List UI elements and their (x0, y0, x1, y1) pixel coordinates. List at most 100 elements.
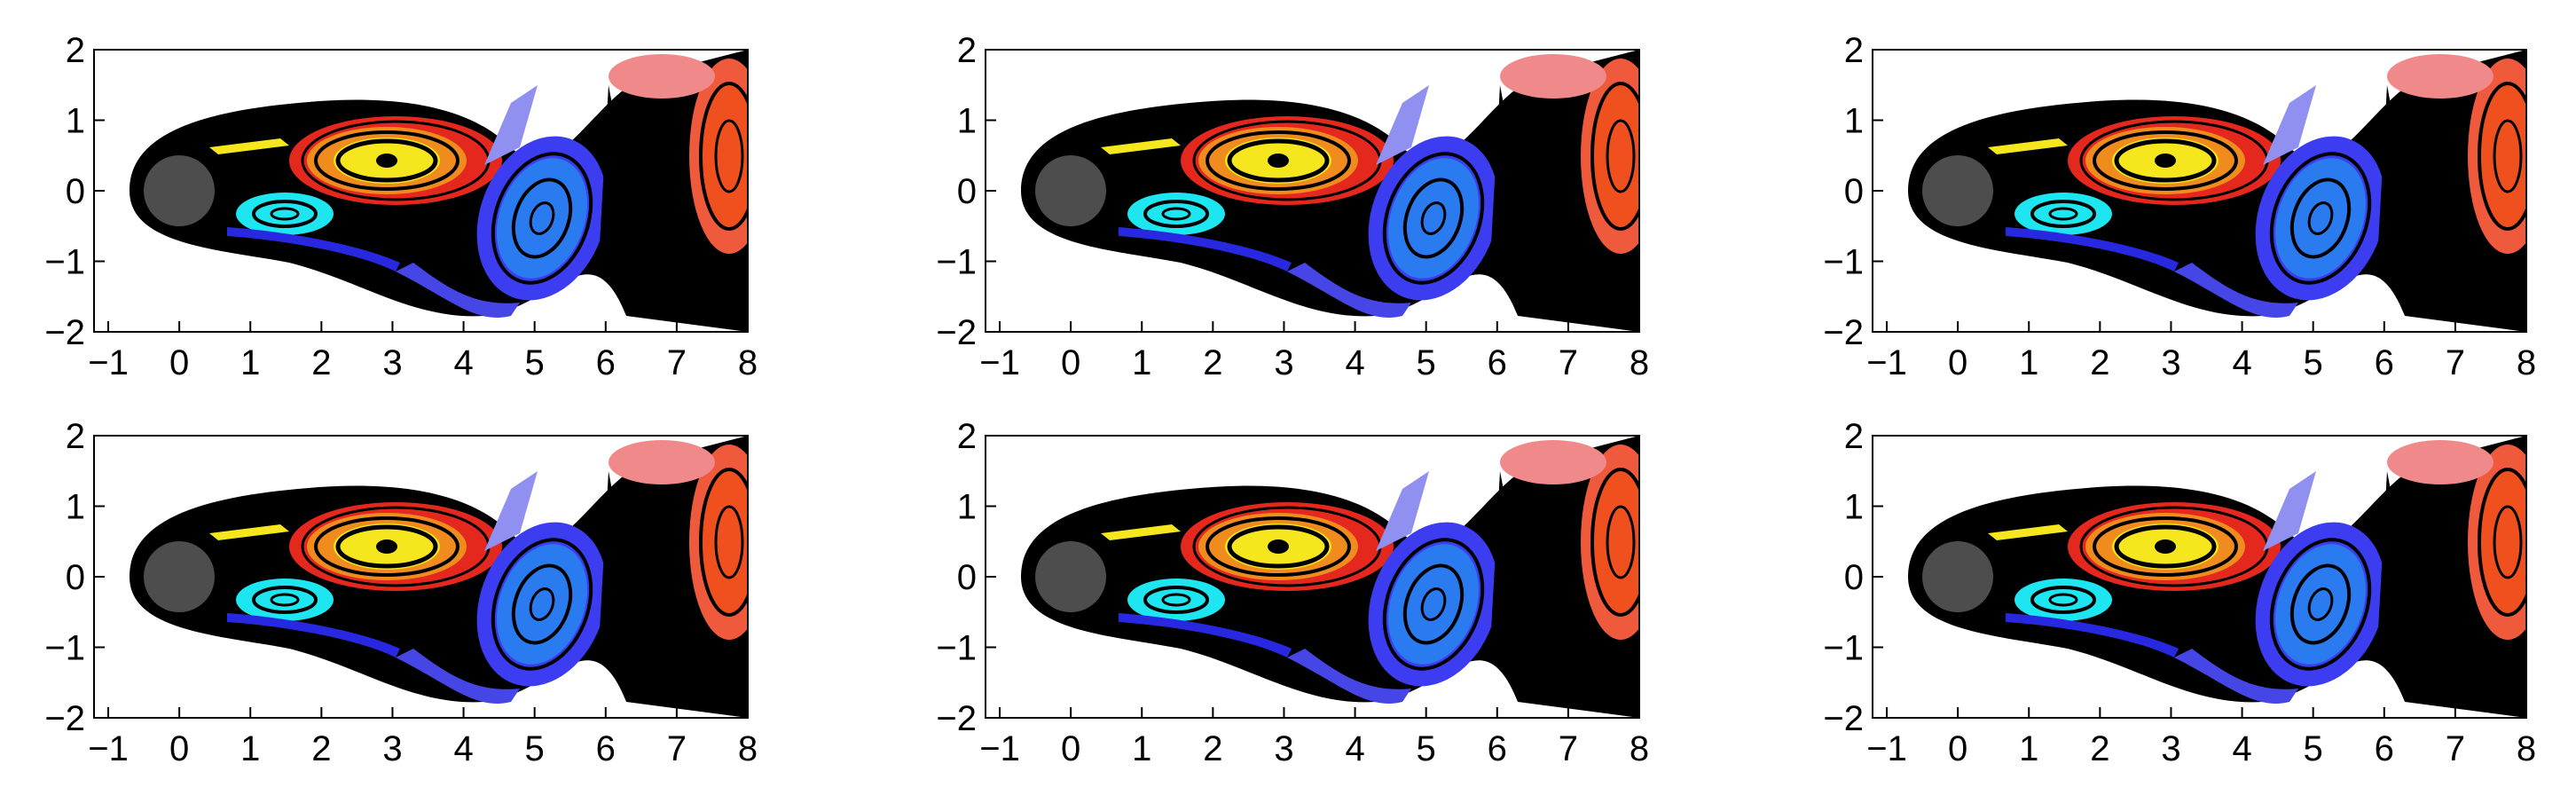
y-tick-label: −1 (1823, 629, 1864, 668)
flow-field (130, 436, 769, 718)
y-tick-label: 0 (66, 558, 85, 597)
y-tick-label: −1 (44, 243, 85, 282)
y-tick-label: 2 (957, 417, 977, 456)
flow-field (1021, 50, 1661, 332)
x-tick-label: 2 (1203, 729, 1222, 768)
x-tick-label: 4 (2232, 343, 2251, 382)
x-tick-label: 1 (1132, 343, 1151, 382)
x-tick-label: 1 (240, 343, 260, 382)
x-tick-label: 5 (1417, 729, 1436, 768)
x-tick-label: 2 (311, 343, 331, 382)
x-tick-label: 4 (453, 343, 473, 382)
x-tick-label: 8 (2517, 343, 2536, 382)
y-tick-label: −2 (1823, 699, 1864, 738)
x-tick-label: 3 (1274, 343, 1293, 382)
x-tick-label: 0 (1061, 729, 1080, 768)
x-tick-label: 1 (2019, 729, 2038, 768)
y-tick-label: 0 (957, 558, 977, 597)
y-tick-label: −2 (44, 313, 85, 352)
y-tick-label: 2 (66, 31, 85, 70)
x-tick-label: 2 (2090, 343, 2109, 382)
x-tick-label: 6 (596, 729, 616, 768)
x-tick-label: −1 (1866, 343, 1907, 382)
y-tick-label: 1 (66, 102, 85, 141)
flow-field (1908, 50, 2548, 332)
x-tick-label: 4 (453, 729, 473, 768)
y-tick-label: 1 (957, 102, 977, 141)
x-tick-label: −1 (88, 729, 129, 768)
x-tick-label: 0 (1061, 343, 1080, 382)
x-tick-label: 7 (1559, 729, 1578, 768)
x-tick-label: 0 (169, 729, 189, 768)
x-tick-label: 3 (382, 729, 402, 768)
x-tick-label: 1 (1132, 729, 1151, 768)
x-tick-label: 3 (382, 343, 402, 382)
y-tick-label: 0 (1844, 558, 1864, 597)
x-tick-label: 4 (2232, 729, 2251, 768)
y-tick-label: 0 (1844, 172, 1864, 211)
y-tick-label: 0 (957, 172, 977, 211)
x-tick-label: 7 (667, 343, 687, 382)
y-tick-label: −1 (936, 243, 977, 282)
x-tick-label: 7 (667, 729, 687, 768)
x-tick-label: 7 (1559, 343, 1578, 382)
x-tick-label: 4 (1345, 343, 1364, 382)
y-tick-label: −1 (936, 629, 977, 668)
y-tick-label: 1 (1844, 102, 1864, 141)
x-tick-label: 6 (1488, 729, 1507, 768)
y-tick-label: −2 (44, 699, 85, 738)
x-tick-label: 5 (1417, 343, 1436, 382)
y-tick-label: −1 (44, 629, 85, 668)
x-tick-label: 2 (311, 729, 331, 768)
x-tick-label: 0 (169, 343, 189, 382)
x-tick-label: 8 (738, 343, 758, 382)
x-tick-label: 6 (2375, 729, 2394, 768)
y-tick-label: 2 (957, 31, 977, 70)
y-tick-label: −2 (1823, 313, 1864, 352)
x-tick-label: 5 (525, 729, 545, 768)
x-tick-label: 6 (2375, 343, 2394, 382)
flow-field (1908, 436, 2548, 718)
x-tick-label: 3 (1274, 729, 1293, 768)
x-tick-label: 4 (1345, 729, 1364, 768)
flow-field (1021, 436, 1661, 718)
x-tick-label: 3 (2161, 343, 2180, 382)
x-tick-label: 8 (1630, 343, 1649, 382)
x-tick-label: −1 (979, 729, 1020, 768)
y-tick-label: 2 (1844, 417, 1864, 456)
x-tick-label: 1 (2019, 343, 2038, 382)
x-tick-label: 5 (2304, 729, 2323, 768)
x-tick-label: −1 (1866, 729, 1907, 768)
x-tick-label: 0 (1948, 343, 1967, 382)
x-tick-label: 6 (596, 343, 616, 382)
flow-field (130, 50, 769, 332)
x-tick-label: 2 (2090, 729, 2109, 768)
y-tick-label: −2 (936, 313, 977, 352)
x-tick-label: 7 (2446, 729, 2465, 768)
y-tick-label: 1 (66, 488, 85, 527)
y-tick-label: −1 (1823, 243, 1864, 282)
x-tick-label: 8 (2517, 729, 2536, 768)
x-tick-label: −1 (88, 343, 129, 382)
y-tick-label: −2 (936, 699, 977, 738)
y-tick-label: 1 (1844, 488, 1864, 527)
x-tick-label: 7 (2446, 343, 2465, 382)
x-tick-label: −1 (979, 343, 1020, 382)
x-tick-label: 8 (1630, 729, 1649, 768)
x-tick-label: 8 (738, 729, 758, 768)
y-tick-label: 0 (66, 172, 85, 211)
y-tick-label: 2 (66, 417, 85, 456)
x-tick-label: 5 (2304, 343, 2323, 382)
x-tick-label: 3 (2161, 729, 2180, 768)
x-tick-label: 2 (1203, 343, 1222, 382)
y-tick-label: 2 (1844, 31, 1864, 70)
x-tick-label: 5 (525, 343, 545, 382)
y-tick-label: 1 (957, 488, 977, 527)
